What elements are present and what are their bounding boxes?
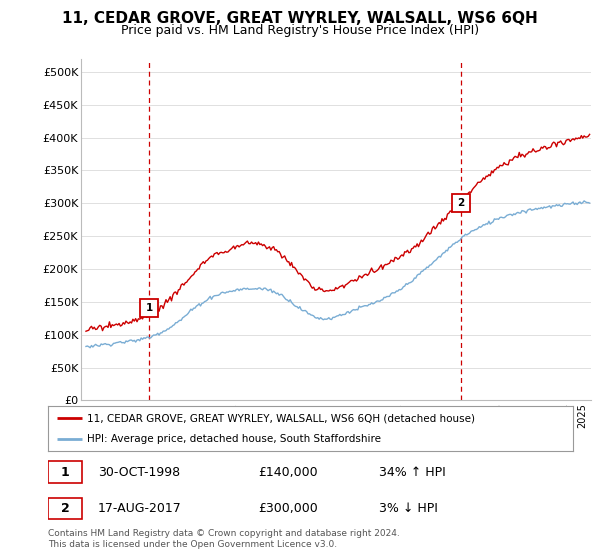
Text: 11, CEDAR GROVE, GREAT WYRLEY, WALSALL, WS6 6QH (detached house): 11, CEDAR GROVE, GREAT WYRLEY, WALSALL, … <box>88 413 475 423</box>
Text: 3% ↓ HPI: 3% ↓ HPI <box>379 502 437 515</box>
Text: Contains HM Land Registry data © Crown copyright and database right 2024.
This d: Contains HM Land Registry data © Crown c… <box>48 529 400 549</box>
Text: £140,000: £140,000 <box>258 465 317 479</box>
Text: 30-OCT-1998: 30-OCT-1998 <box>98 465 180 479</box>
Text: HPI: Average price, detached house, South Staffordshire: HPI: Average price, detached house, Sout… <box>88 433 382 444</box>
FancyBboxPatch shape <box>48 498 82 519</box>
Text: £300,000: £300,000 <box>258 502 318 515</box>
Text: 1: 1 <box>146 304 153 314</box>
Text: 2: 2 <box>457 198 464 208</box>
Text: 2: 2 <box>61 502 70 515</box>
Text: 17-AUG-2017: 17-AUG-2017 <box>98 502 182 515</box>
FancyBboxPatch shape <box>48 461 82 483</box>
Text: 34% ↑ HPI: 34% ↑ HPI <box>379 465 445 479</box>
Text: 1: 1 <box>61 465 70 479</box>
Text: Price paid vs. HM Land Registry's House Price Index (HPI): Price paid vs. HM Land Registry's House … <box>121 24 479 36</box>
Text: 11, CEDAR GROVE, GREAT WYRLEY, WALSALL, WS6 6QH: 11, CEDAR GROVE, GREAT WYRLEY, WALSALL, … <box>62 11 538 26</box>
